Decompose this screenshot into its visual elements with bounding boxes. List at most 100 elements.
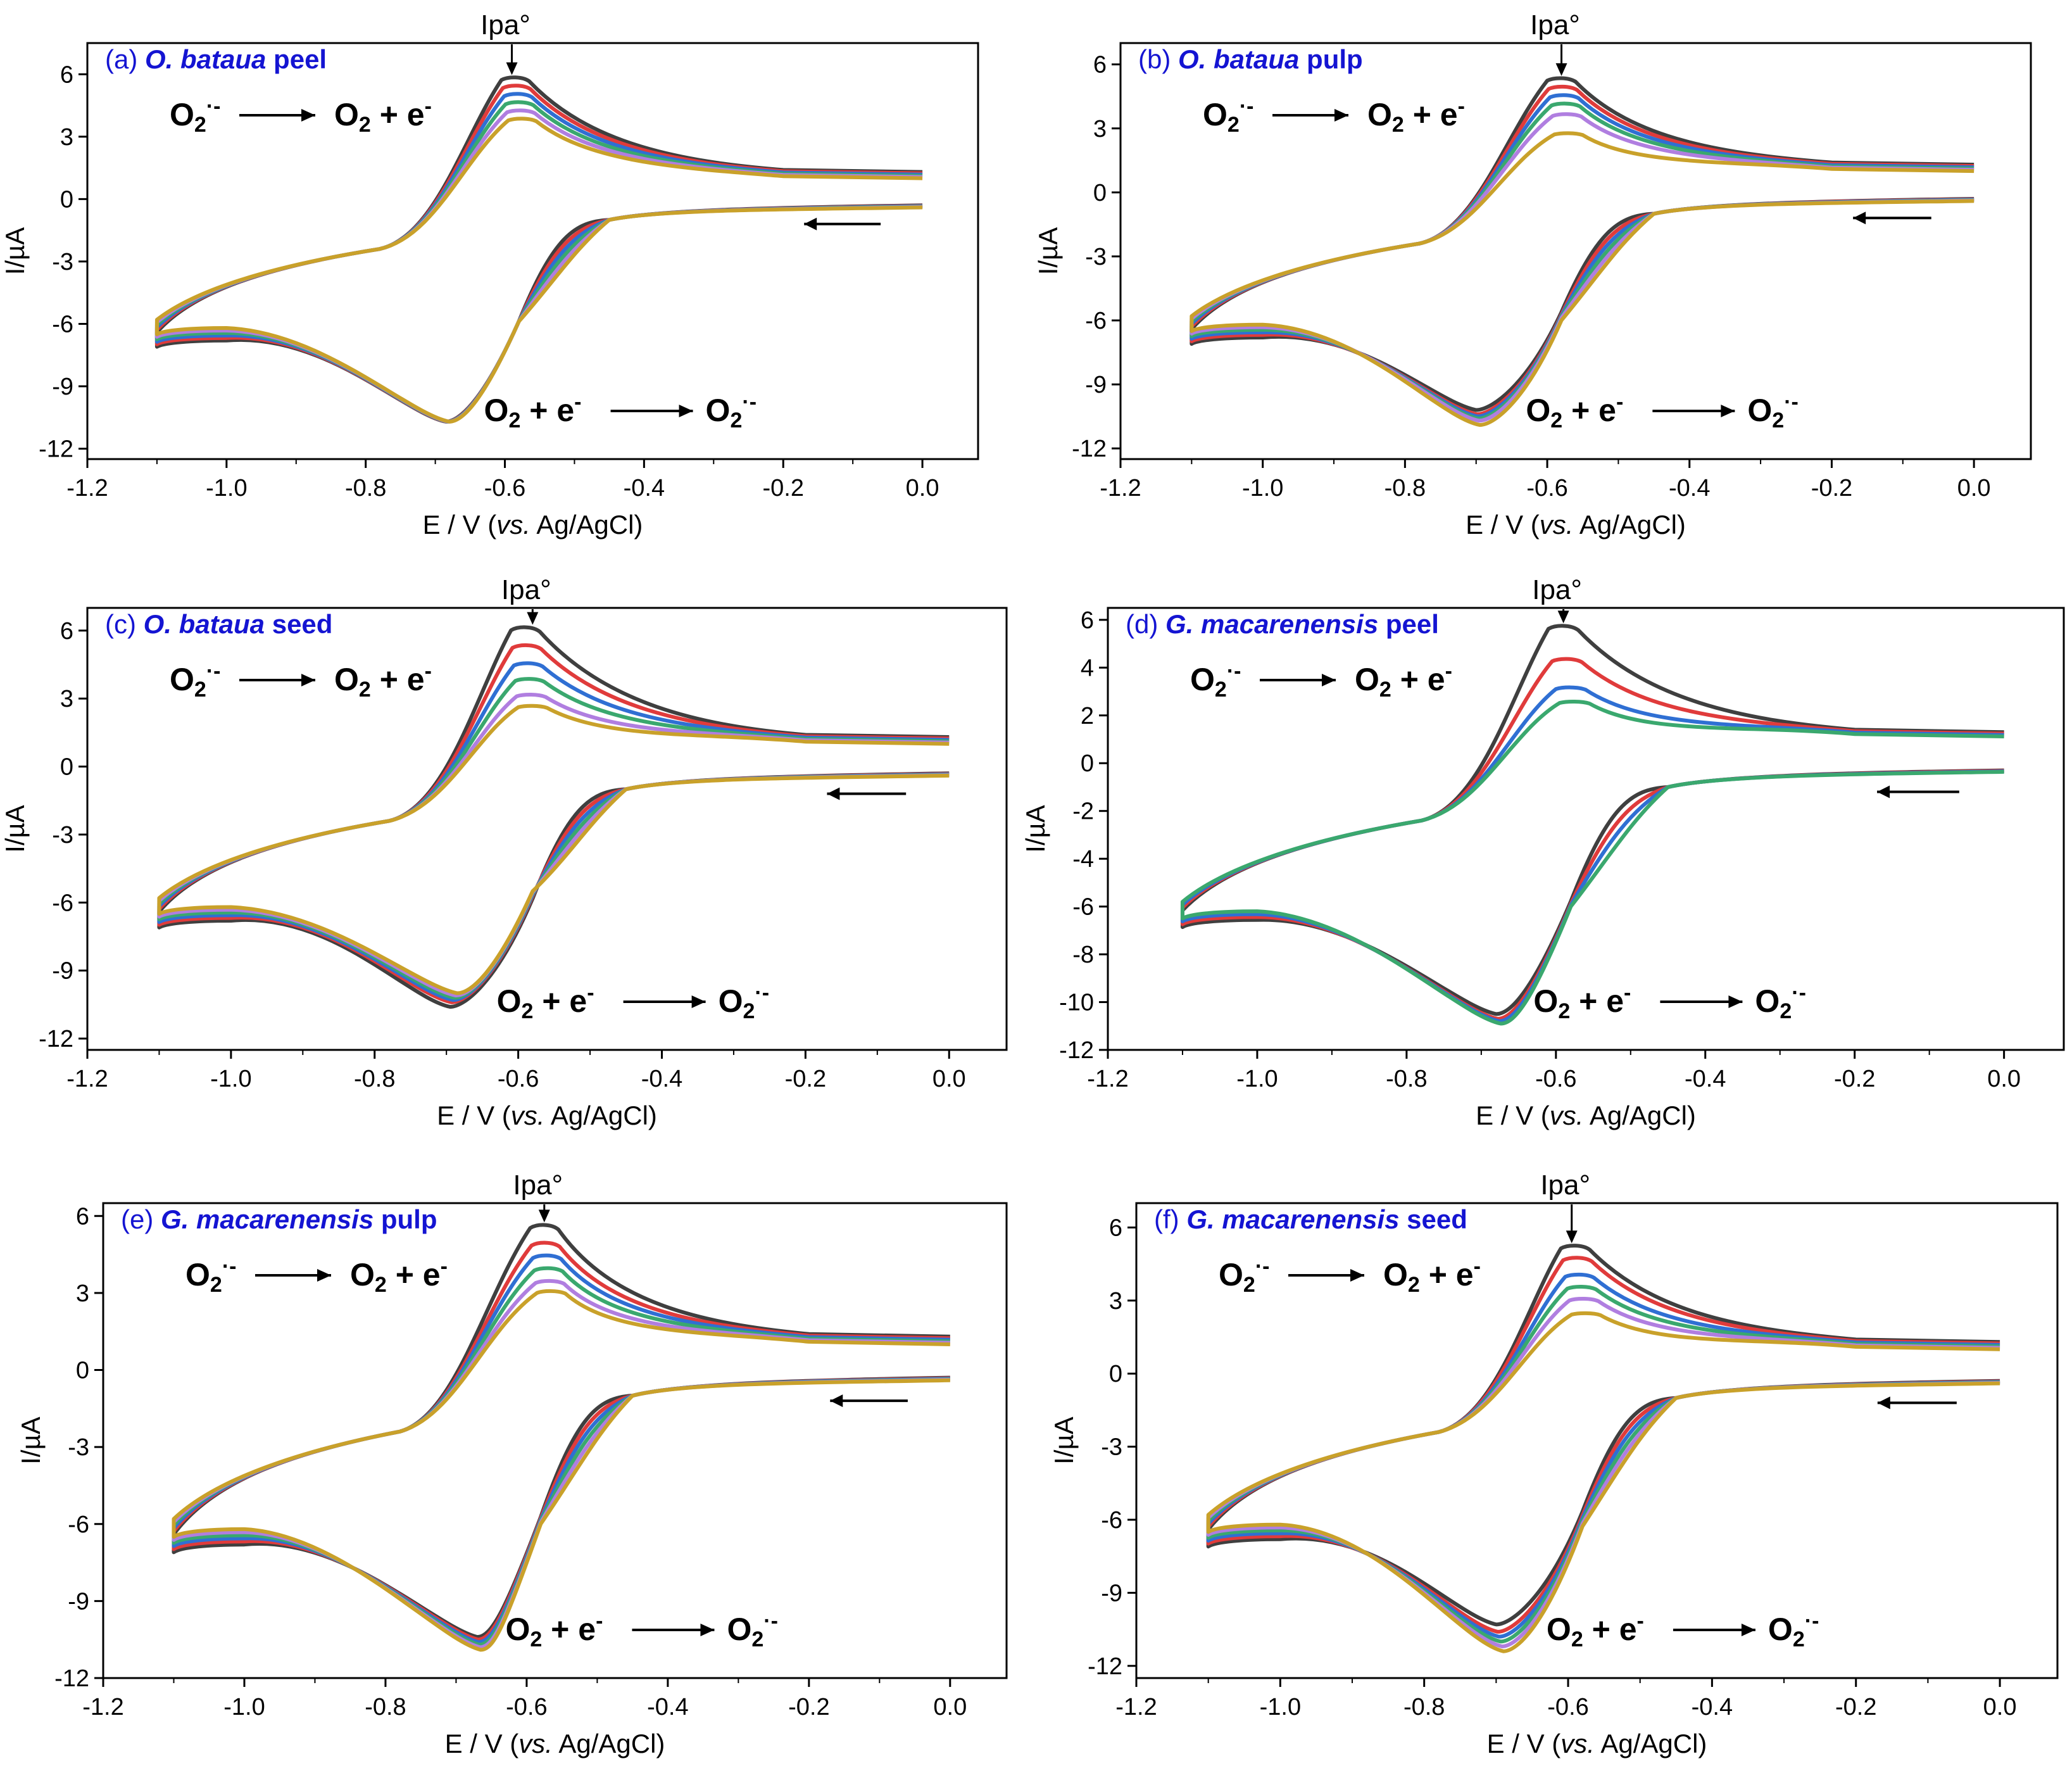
x-axis-label: E / V (vs. Ag/AgCl) (423, 510, 643, 540)
oxidation-products: O2 + e- (1383, 1254, 1481, 1297)
x-tick-label: -0.8 (1403, 1694, 1445, 1720)
x-tick-label: -0.2 (762, 475, 803, 502)
cv-curve-4 (1190, 101, 1975, 420)
x-tick-label: -0.8 (1384, 475, 1426, 502)
x-axis-label: E / V (vs. Ag/AgCl) (437, 1101, 657, 1130)
y-tick-label: -6 (1101, 1507, 1122, 1534)
y-tick-label: -12 (39, 436, 73, 463)
y-tick-label: -9 (1101, 1580, 1122, 1606)
oxidation-products: O2 + e- (1367, 94, 1465, 137)
cv-curve-2 (1206, 1256, 2000, 1634)
cv-curve-2 (157, 643, 950, 1004)
x-tick-label: 0.0 (1957, 475, 1991, 502)
y-tick-label: -6 (1072, 894, 1094, 921)
cv-curve-3 (157, 661, 950, 1002)
oxidation-reaction-label: O2·- (1190, 659, 1241, 702)
reduction-reaction-label: O2 + e- (484, 390, 582, 432)
panel-title: (e) G. macarenensis pulp (121, 1204, 437, 1234)
down-arrow-icon (527, 612, 539, 625)
cv-curve-4 (1206, 1284, 2000, 1644)
x-tick-label: -1.2 (1087, 1066, 1128, 1092)
x-tick-label: -1.2 (82, 1694, 123, 1720)
arrowhead-icon (1322, 674, 1336, 686)
arrowhead-icon (301, 674, 315, 686)
x-tick-label: -0.4 (1692, 1694, 1733, 1720)
x-tick-label: -0.8 (1386, 1066, 1427, 1092)
x-tick-label: -0.2 (1834, 1066, 1875, 1092)
reduction-products: O2·- (1755, 981, 1805, 1023)
ipa-label: Ipa° (1532, 574, 1582, 605)
y-tick-label: -3 (52, 249, 73, 275)
x-tick-label: 0.0 (1987, 1066, 2021, 1092)
down-arrow-icon (1557, 610, 1569, 624)
down-arrow-icon (1555, 63, 1567, 76)
x-tick-label: 0.0 (1983, 1694, 2017, 1720)
reduction-products: O2·- (706, 390, 757, 432)
cv-curve-4 (157, 677, 950, 1000)
y-tick-label: 0 (76, 1358, 89, 1384)
y-tick-label: 2 (1081, 703, 1094, 729)
cv-curve-3 (1190, 93, 1975, 419)
plot-frame (102, 1202, 1008, 1679)
panel-title: (f) G. macarenensis seed (1154, 1204, 1467, 1234)
y-tick-label: -9 (68, 1588, 89, 1615)
panel-title: (d) G. macarenensis peel (1126, 609, 1439, 639)
down-arrow-icon (506, 62, 518, 75)
left-arrow-icon (1877, 785, 1890, 798)
y-axis-label: I/µA (1049, 1417, 1079, 1465)
ipa-label: Ipa° (1540, 1170, 1590, 1201)
plot-frame (1119, 42, 2032, 460)
arrowhead-icon (317, 1269, 331, 1282)
arrowhead-icon (1728, 995, 1743, 1008)
plot-frame (86, 42, 979, 460)
y-tick-label: 4 (1081, 655, 1094, 681)
cv-curve-6 (157, 704, 950, 995)
down-arrow-icon (1566, 1230, 1578, 1244)
y-axis-label: I/µA (0, 805, 30, 853)
x-tick-label: -1.0 (223, 1694, 265, 1720)
cv-curve-1 (172, 1223, 950, 1639)
y-tick-label: 3 (60, 686, 73, 712)
x-tick-label: -1.0 (206, 475, 247, 502)
y-tick-label: -4 (1072, 846, 1094, 873)
y-tick-label: -6 (52, 311, 73, 338)
y-tick-label: -12 (1059, 1037, 1094, 1064)
y-tick-label: 0 (1093, 180, 1107, 206)
x-tick-label: -0.6 (1526, 475, 1567, 502)
arrowhead-icon (691, 995, 706, 1008)
plot-frame (1135, 1202, 2059, 1679)
chart-panel-d: -1.2 -1.0 -0.8 -0.6 -0.4 -0.2 0.0 -12 -10 -8 -6 -4 -… (1020, 574, 2065, 1130)
cv-curve-3 (154, 92, 923, 424)
arrowhead-icon (1350, 1269, 1364, 1282)
y-tick-label: -9 (1085, 372, 1107, 398)
y-axis-label: I/µA (0, 227, 30, 275)
y-tick-label: -6 (52, 890, 73, 916)
cv-curve-3 (172, 1253, 950, 1644)
oxidation-products: O2 + e- (1355, 659, 1452, 702)
x-tick-label: -0.2 (1811, 475, 1852, 502)
y-tick-label: 3 (1093, 116, 1107, 142)
ipa-label: Ipa° (480, 9, 531, 41)
x-tick-label: -1.2 (1100, 475, 1141, 502)
oxidation-products: O2 + e- (334, 659, 432, 702)
down-arrow-icon (538, 1209, 550, 1223)
x-tick-label: -0.8 (354, 1066, 395, 1092)
x-tick-label: -0.4 (624, 475, 665, 502)
left-arrow-icon (804, 217, 817, 230)
x-tick-label: -0.6 (484, 475, 525, 502)
cv-curve-2 (1190, 84, 1975, 417)
y-axis-label: I/µA (1020, 805, 1050, 853)
chart-panel-f: -1.2 -1.0 -0.8 -0.6 -0.4 -0.2 0.0 -12 -9 -6 -3 0 3 6 E… (1049, 1170, 2059, 1758)
y-tick-label: -3 (1085, 244, 1107, 270)
x-tick-label: -0.8 (345, 475, 386, 502)
x-tick-label: -1.2 (66, 475, 108, 502)
cv-curve-2 (154, 84, 923, 424)
x-axis-label: E / V (vs. Ag/AgCl) (1466, 510, 1686, 540)
arrowhead-icon (1334, 109, 1348, 122)
cv-curve-2 (172, 1240, 950, 1642)
y-tick-label: -2 (1072, 798, 1094, 825)
chart-panel-a: -1.2 -1.0 -0.8 -0.6 -0.4 -0.2 0.0 -12 -9 -6 -3 0 3 6 E… (0, 9, 979, 540)
y-tick-label: -12 (1088, 1653, 1122, 1680)
reduction-reaction-label: O2 + e- (1526, 390, 1623, 432)
cv-curve-6 (1206, 1311, 2000, 1653)
